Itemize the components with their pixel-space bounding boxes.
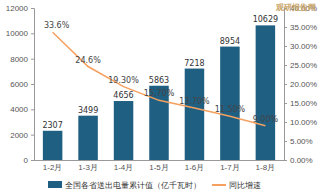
y2-tick: 0.00%: [284, 156, 313, 165]
x-tick-label: 1-5月: [149, 163, 169, 172]
y2-tick-label: 10.00%: [290, 118, 317, 127]
y2-tick-label: 5.00%: [290, 137, 313, 146]
y2-tick-mark: [284, 103, 287, 104]
bar-label: 7218: [184, 59, 204, 68]
y2-tick: 15.00%: [284, 99, 317, 108]
x-tick-label: 1-3月: [78, 163, 98, 172]
x-tick-label: 1-8月: [256, 163, 276, 172]
y2-tick: 20.00%: [284, 80, 317, 89]
legend: 全国各省送出电量累计值（亿千瓦时） 同比增速: [48, 181, 261, 190]
y2-tick: 35.00%: [284, 23, 317, 32]
annotation: 观研报告网: [275, 3, 316, 12]
x-tick: 1-2月: [43, 160, 63, 172]
legend-item: 同比增速: [212, 181, 261, 190]
y2-tick-mark: [284, 46, 287, 47]
y-tick: 0: [24, 156, 34, 165]
y2-axis-line: [285, 9, 288, 161]
y2-tick-mark: [284, 122, 287, 123]
y2-tick: 5.00%: [284, 137, 313, 146]
y2-tick-label: 0.00%: [290, 156, 313, 165]
legend-swatch: [212, 184, 226, 186]
y2-tick-mark: [284, 27, 287, 28]
line-label: 33.6%: [44, 21, 70, 30]
bar: [114, 101, 134, 160]
y-tick-mark: [31, 84, 34, 85]
bar: [220, 47, 240, 160]
y-tick-label: 10000: [6, 29, 29, 38]
bar: [256, 25, 276, 160]
y2-tick: 30.00%: [284, 42, 317, 51]
marks: [43, 25, 275, 160]
chart-svg: 0 2000 4000 6000 8000 10000 12000 0.00% 5.00% 10.…: [0, 0, 320, 193]
data-labels: 2307 3499 4656 5863 7218 8954 10629 33.6% 24.6% 1…: [42, 15, 278, 129]
y-tick: 8000: [10, 55, 34, 64]
line-label: 24.6%: [75, 56, 101, 65]
y-tick-mark: [31, 33, 34, 34]
y-tick-label: 4000: [10, 105, 28, 114]
y2-tick-label: 30.00%: [290, 42, 317, 51]
y2-axis: 0.00% 5.00% 10.00% 15.00% 20.00% 25.00% 30.00%…: [284, 4, 317, 165]
y2-tick-label: 20.00%: [290, 80, 317, 89]
y2-tick-label: 35.00%: [290, 23, 317, 32]
x-axis-line: [35, 160, 285, 161]
bar-label: 8954: [220, 37, 240, 46]
bar-label: 2307: [42, 121, 62, 130]
y-tick: 12000: [6, 4, 34, 13]
line-label: 13.70%: [179, 97, 210, 106]
y-tick: 10000: [6, 29, 34, 38]
x-tick-label: 1-4月: [114, 163, 134, 172]
y-tick-label: 6000: [10, 80, 28, 89]
line-label: 9.00%: [253, 115, 279, 124]
line-label: 11.50%: [215, 105, 246, 114]
y-tick-label: 2000: [10, 131, 28, 140]
y-tick: 2000: [10, 131, 34, 140]
chart-container: 0 2000 4000 6000 8000 10000 12000 0.00% 5.00% 10.…: [0, 0, 320, 193]
line-label: 19.30%: [108, 76, 139, 85]
bar-label: 3499: [78, 106, 98, 115]
x-axis: 1-2月 1-3月 1-4月 1-5月 1-6月 1-7月 1-8月: [35, 160, 285, 172]
y-tick-label: 0: [24, 156, 29, 165]
legend-label: 同比增速: [229, 181, 261, 190]
x-tick-label: 1-2月: [43, 163, 63, 172]
x-tick: 1-5月: [149, 160, 169, 172]
y2-tick: 10.00%: [284, 118, 317, 127]
y-tick-mark: [31, 8, 34, 9]
plot: 0 2000 4000 6000 8000 10000 12000 0.00% 5.00% 10.…: [6, 4, 317, 172]
line-label: 15.70%: [144, 89, 175, 98]
bar-label: 10629: [253, 15, 278, 24]
y-axis: 0 2000 4000 6000 8000 10000 12000: [6, 4, 35, 165]
x-tick: 1-6月: [185, 160, 205, 172]
y2-tick-mark: [284, 65, 287, 66]
y-tick-mark: [31, 135, 34, 136]
y-axis-line: [31, 9, 35, 161]
bar-label: 4656: [113, 91, 133, 100]
y2-tick-mark: [284, 84, 287, 85]
x-tick: 1-3月: [78, 160, 98, 172]
legend-item: 全国各省送出电量累计值（亿千瓦时）: [48, 181, 201, 190]
line: [53, 32, 266, 125]
y2-tick-label: 25.00%: [290, 61, 317, 70]
y2-tick-label: 15.00%: [290, 99, 317, 108]
x-tick: 1-7月: [220, 160, 240, 172]
x-tick: 1-4月: [114, 160, 134, 172]
x-tick-label: 1-7月: [220, 163, 240, 172]
y2-tick: 25.00%: [284, 61, 317, 70]
bar: [78, 116, 98, 160]
bar: [43, 131, 63, 160]
legend-label: 全国各省送出电量累计值（亿千瓦时）: [65, 181, 201, 190]
y-tick-label: 8000: [10, 55, 28, 64]
x-tick-label: 1-6月: [185, 163, 205, 172]
bar: [185, 69, 205, 160]
x-tick: 1-8月: [256, 160, 276, 172]
y-tick: 4000: [10, 105, 34, 114]
bar-label: 5863: [149, 76, 169, 85]
y-tick-mark: [31, 109, 34, 110]
y2-tick-mark: [284, 141, 287, 142]
legend-swatch: [48, 181, 62, 188]
y-tick-mark: [31, 160, 34, 161]
y-tick-label: 12000: [6, 4, 29, 13]
y-tick: 6000: [10, 80, 34, 89]
y-tick-mark: [31, 59, 34, 60]
